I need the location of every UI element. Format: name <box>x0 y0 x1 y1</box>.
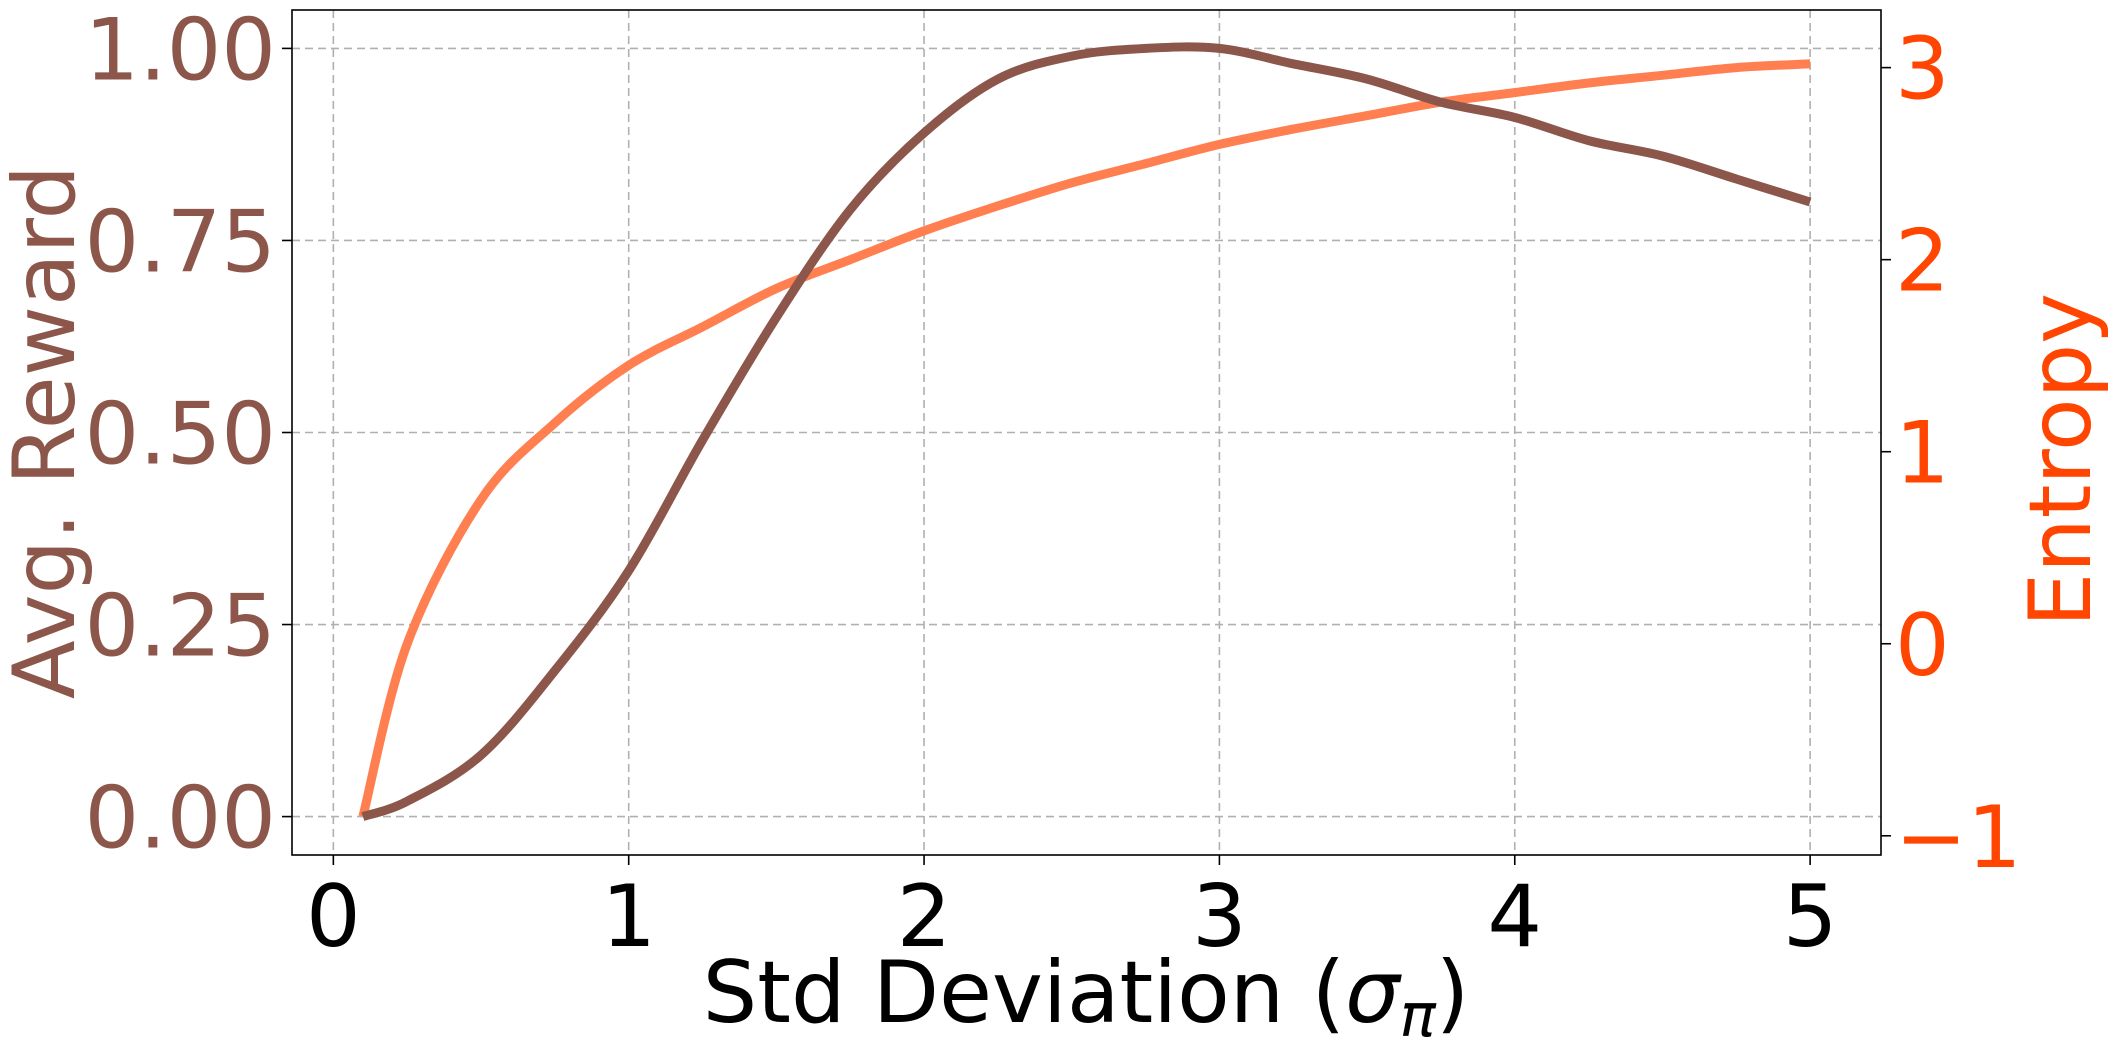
x-tick-label: 1 <box>601 867 656 967</box>
left-y-tick-label: 0.25 <box>85 577 276 677</box>
grid-lines <box>292 10 1881 855</box>
left-y-tick-label: 0.00 <box>85 769 276 869</box>
x-tick-label: 0 <box>306 867 361 967</box>
tick-labels: 0 1 2 3 4 5 0.00 0.25 0.50 0.75 1.00 −1 0 1 2 3 <box>85 0 2022 967</box>
left-y-axis-title: Avg. Reward <box>0 165 95 699</box>
x-tick-label: 3 <box>1192 867 1247 967</box>
left-y-tick-label: 0.75 <box>85 192 276 292</box>
entropy-line <box>358 59 1811 818</box>
x-tick-label: 5 <box>1783 867 1838 967</box>
right-y-axis-title: Entropy <box>2011 293 2109 627</box>
avg-reward-line <box>361 42 1812 821</box>
left-y-tick-label: 1.00 <box>85 0 276 100</box>
right-y-tick-label: 0 <box>1895 596 1950 696</box>
right-y-tick-label: 3 <box>1895 20 1950 120</box>
right-y-tick-label: 2 <box>1895 212 1950 312</box>
left-y-tick-label: 0.50 <box>85 385 276 485</box>
x-tick-label: 4 <box>1487 867 1542 967</box>
right-y-tick-label: 1 <box>1895 404 1950 504</box>
right-y-tick-label: −1 <box>1895 788 2022 888</box>
series-lines <box>358 42 1812 821</box>
axis-ticks <box>282 47 1891 865</box>
x-axis-title: Std Deviation (σπ) <box>703 943 1470 1046</box>
x-tick-label: 2 <box>897 867 952 967</box>
